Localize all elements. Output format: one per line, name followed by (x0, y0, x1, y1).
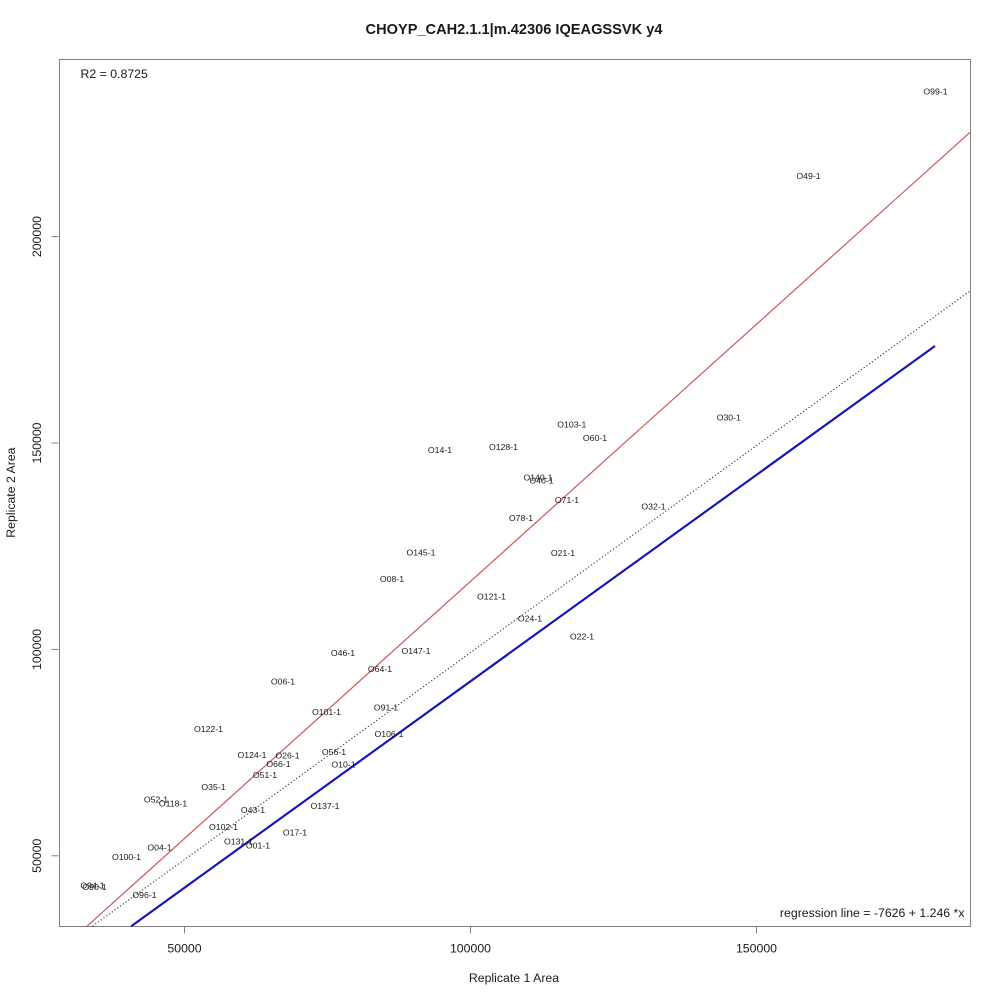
svg-text:O04-1: O04-1 (147, 842, 171, 852)
svg-text:O124-1: O124-1 (238, 750, 267, 760)
svg-text:O17-1: O17-1 (283, 827, 307, 837)
svg-text:O90-1: O90-1 (82, 882, 106, 892)
svg-text:O140-1: O140-1 (524, 472, 553, 482)
svg-text:O26-1: O26-1 (275, 750, 299, 760)
svg-text:O131-1: O131-1 (224, 836, 253, 846)
svg-text:O22-1: O22-1 (570, 631, 594, 641)
svg-text:100000: 100000 (30, 629, 44, 670)
svg-text:100000: 100000 (450, 942, 491, 956)
svg-text:O30-1: O30-1 (717, 412, 741, 422)
svg-text:O100-1: O100-1 (112, 852, 141, 862)
svg-text:O91-1: O91-1 (374, 702, 398, 712)
svg-text:O101-1: O101-1 (312, 707, 341, 717)
svg-text:Replicate 1 Area: Replicate 1 Area (469, 971, 559, 985)
svg-text:O78-1: O78-1 (509, 513, 533, 523)
svg-text:O24-1: O24-1 (518, 613, 542, 623)
svg-text:O137-1: O137-1 (311, 801, 340, 811)
svg-text:O10-1: O10-1 (331, 759, 355, 769)
svg-text:O21-1: O21-1 (551, 548, 575, 558)
svg-text:O122-1: O122-1 (194, 724, 223, 734)
svg-text:O35-1: O35-1 (201, 782, 225, 792)
svg-text:R2 = 0.8725: R2 = 0.8725 (81, 67, 149, 81)
svg-text:O71-1: O71-1 (555, 495, 579, 505)
svg-text:O94-1: O94-1 (80, 880, 104, 890)
svg-text:O52-1: O52-1 (144, 794, 168, 804)
svg-text:O14-1: O14-1 (428, 445, 452, 455)
svg-text:O56-1: O56-1 (322, 747, 346, 757)
svg-text:O121-1: O121-1 (477, 591, 506, 601)
svg-text:O96-1: O96-1 (132, 890, 156, 900)
svg-text:O66-1: O66-1 (266, 759, 290, 769)
svg-text:O99-1: O99-1 (923, 86, 947, 96)
svg-text:O147-1: O147-1 (402, 646, 431, 656)
svg-text:O64-1: O64-1 (368, 664, 392, 674)
svg-text:O40-1: O40-1 (529, 475, 553, 485)
svg-text:O46-1: O46-1 (331, 648, 355, 658)
svg-text:O32-1: O32-1 (641, 501, 665, 511)
svg-text:O60-1: O60-1 (583, 433, 607, 443)
svg-text:O01-1: O01-1 (246, 840, 270, 850)
svg-text:O118-1: O118-1 (159, 798, 187, 808)
svg-text:O145-1: O145-1 (407, 547, 436, 557)
svg-text:O49-1: O49-1 (796, 171, 820, 181)
svg-text:O06-1: O06-1 (271, 676, 295, 686)
svg-text:regression line = -7626 + 1.24: regression line = -7626 + 1.246 *x (780, 906, 965, 920)
svg-text:CHOYP_CAH2.1.1|m.42306 IQEAGSS: CHOYP_CAH2.1.1|m.42306 IQEAGSSVK y4 (366, 22, 664, 38)
svg-text:O128-1: O128-1 (489, 442, 518, 452)
svg-text:O102-1: O102-1 (209, 822, 238, 832)
svg-text:200000: 200000 (30, 216, 44, 257)
svg-text:Replicate 2 Area: Replicate 2 Area (4, 447, 18, 537)
svg-text:O43-1: O43-1 (241, 805, 265, 815)
svg-text:O106-1: O106-1 (375, 729, 404, 739)
svg-text:150000: 150000 (30, 422, 44, 463)
svg-text:O103-1: O103-1 (557, 420, 586, 430)
svg-text:150000: 150000 (736, 942, 777, 956)
svg-text:O51-1: O51-1 (253, 770, 277, 780)
svg-text:O08-1: O08-1 (380, 574, 404, 584)
svg-text:50000: 50000 (30, 839, 44, 873)
svg-text:50000: 50000 (167, 942, 201, 956)
